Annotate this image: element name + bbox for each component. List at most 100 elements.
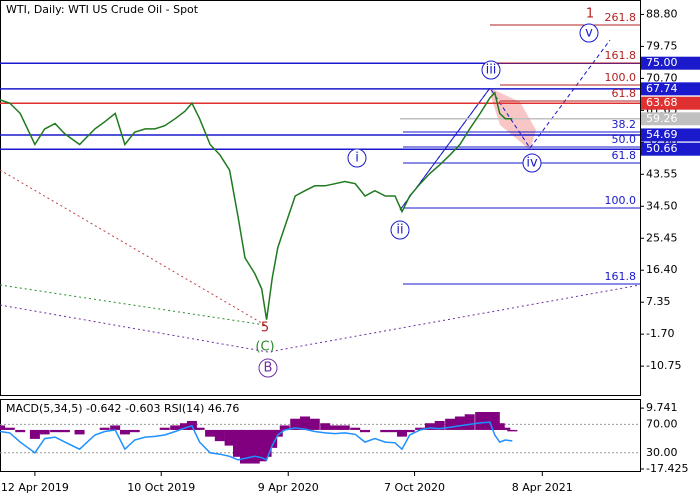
macd-bar [194, 427, 205, 430]
macd-bar [74, 429, 85, 435]
price-frame [0, 0, 641, 396]
macd-tick-label: 9.741 [646, 401, 678, 414]
macd-bar [339, 425, 350, 430]
wave-label: iv [526, 156, 538, 171]
macd-bar [475, 412, 486, 430]
fib-label: 261.8 [605, 11, 637, 24]
macd-bar [424, 423, 435, 430]
macd-bar [404, 429, 415, 433]
wave-label: ii [396, 223, 403, 238]
macd-bar [224, 429, 235, 446]
indicator-frame [0, 399, 641, 472]
wave-line [0, 284, 641, 353]
level-label: 67.74 [646, 82, 678, 95]
chart-title: WTI, Daily: WTI US Crude Oil - Spot [6, 3, 199, 16]
rsi-tick-label: 30.00 [646, 446, 678, 459]
fib-label: 161.8 [605, 49, 637, 62]
macd-bar [59, 429, 70, 433]
fib-label: 161.8 [605, 270, 637, 283]
wave-circle [390, 220, 410, 240]
macd-bar [464, 414, 475, 430]
macd-bar [494, 423, 505, 430]
x-tick-label: 12 Apr 2019 [1, 481, 69, 494]
macd-bar [397, 429, 408, 437]
price-line [0, 91, 513, 320]
y-tick-label: 79.75 [646, 39, 678, 52]
macd-bar [99, 427, 110, 430]
wave-label: (C) [255, 340, 274, 355]
wave-label: 5 [261, 321, 269, 336]
x-tick-label: 8 Apr 2021 [512, 481, 573, 494]
x-tick-label: 9 Apr 2020 [258, 481, 319, 494]
macd-bar [110, 425, 121, 430]
wave-label: 1 [586, 7, 594, 22]
macd-bar [15, 429, 26, 433]
level-label: 63.68 [646, 96, 678, 109]
macd-bar [290, 418, 301, 430]
fib-label: 61.8 [612, 149, 637, 162]
macd-bar [170, 425, 181, 430]
wave-label: i [355, 151, 359, 166]
macd-bar [415, 427, 426, 430]
y-tick-label: 70.70 [646, 71, 678, 84]
wave-label: v [585, 26, 593, 41]
level-box [641, 82, 700, 96]
macd-bar [360, 429, 371, 433]
level-box [641, 56, 700, 70]
macd-bar [320, 423, 331, 430]
macd-bar [390, 429, 401, 433]
macd-bar [434, 420, 445, 430]
level-box [641, 96, 700, 110]
macd-bar [179, 423, 190, 430]
macd-bar [261, 429, 272, 457]
macd-bar [350, 427, 361, 430]
level-label: 75.00 [646, 56, 678, 69]
macd-bar [507, 429, 518, 432]
level-box [641, 112, 700, 126]
fib-label: 38.2 [612, 118, 637, 131]
macd-bar [299, 416, 310, 430]
y-tick-label: -10.75 [646, 359, 681, 372]
macd-bar [119, 429, 130, 435]
macd-bar [380, 429, 391, 433]
x-tick-label: 7 Oct 2020 [384, 481, 445, 494]
macd-bar [445, 418, 456, 430]
macd-bar [489, 412, 500, 430]
macd-bar [330, 425, 341, 430]
wave-circle [258, 358, 278, 378]
wave-circle [522, 153, 542, 173]
macd-bar [249, 429, 260, 464]
macd-bar [129, 429, 140, 433]
macd-bar [50, 429, 61, 433]
rsi-line [0, 421, 513, 461]
level-box [641, 142, 700, 156]
macd-bar [4, 427, 15, 430]
wave-line [399, 39, 611, 211]
level-label: 54.69 [646, 128, 678, 141]
y-tick-label: 43.55 [646, 167, 678, 180]
macd-bar [454, 416, 465, 430]
macd-bar [205, 429, 216, 437]
wave-label: iii [486, 63, 497, 78]
fib-label: 100.0 [605, 71, 637, 84]
macd-bar [214, 429, 225, 442]
macd-bar [29, 429, 40, 439]
level-label: 50.66 [646, 142, 678, 155]
macd-bar [39, 429, 50, 435]
macd-bar [272, 429, 283, 437]
wave-circle [347, 148, 367, 168]
macd-bar [232, 429, 243, 457]
wave-circle [579, 23, 599, 43]
wave-label: B [264, 361, 273, 376]
macd-bar [279, 425, 290, 430]
fib-label: 61.8 [612, 87, 637, 100]
level-box [641, 128, 700, 142]
level-label: 59.26 [646, 112, 678, 125]
fib-label: 50.0 [612, 133, 637, 146]
y-tick-label: 7.35 [646, 295, 671, 308]
macd-bar [267, 429, 278, 448]
macd-bar [239, 429, 250, 464]
indicator-header: MACD(5,34,5) -0.642 -0.603 RSI(14) 46.76 [6, 402, 239, 415]
macd-bar [500, 427, 511, 430]
